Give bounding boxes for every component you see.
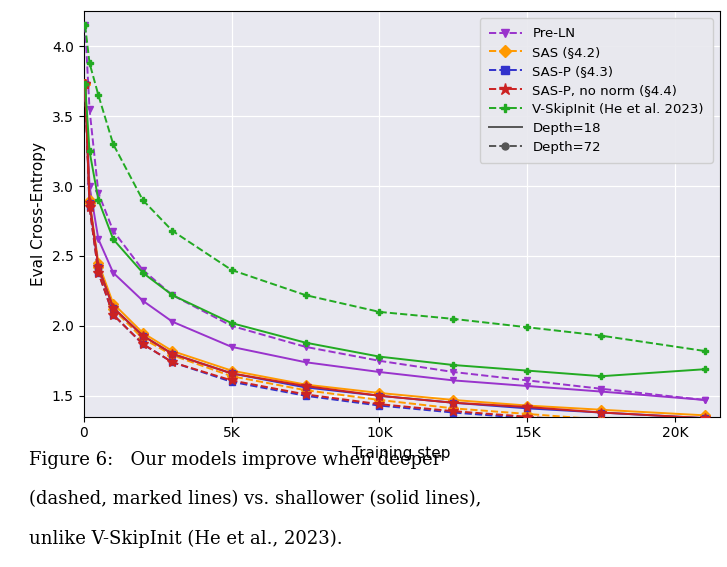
- X-axis label: Training step: Training step: [353, 446, 451, 461]
- Text: (dashed, marked lines) vs. shallower (solid lines),: (dashed, marked lines) vs. shallower (so…: [29, 490, 481, 509]
- Legend: Pre-LN, SAS (§4.2), SAS-P (§4.3), SAS-P, no norm (§4.4), V-SkipInit (He et al. 2: Pre-LN, SAS (§4.2), SAS-P (§4.3), SAS-P,…: [480, 18, 713, 163]
- Text: unlike V-SkipInit (He et al., 2023).: unlike V-SkipInit (He et al., 2023).: [29, 530, 342, 548]
- Text: Figure 6:   Our models improve when deeper: Figure 6: Our models improve when deeper: [29, 451, 441, 469]
- Y-axis label: Eval Cross-Entropy: Eval Cross-Entropy: [31, 142, 47, 286]
